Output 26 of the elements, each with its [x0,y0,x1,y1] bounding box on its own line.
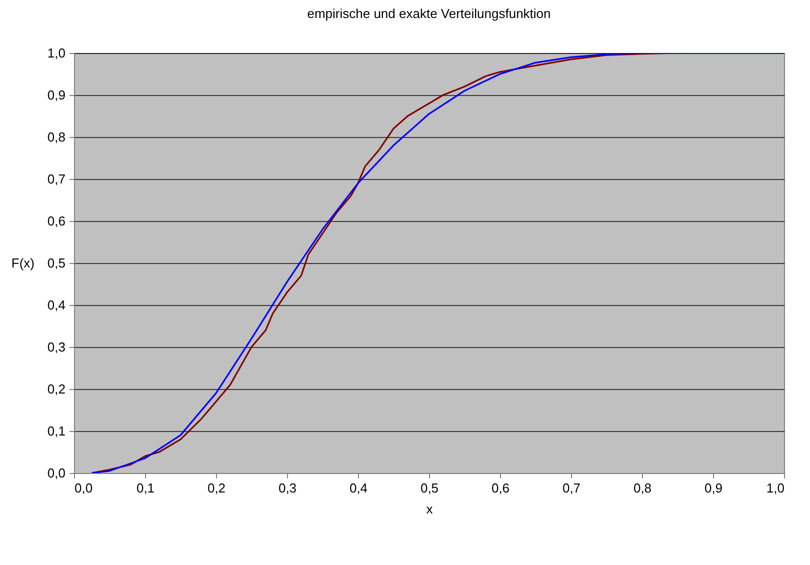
x-tick-label: 0,5 [420,480,439,496]
y-tick-label: 0,5 [47,256,66,270]
x-tick-label: 0,0 [74,480,93,496]
y-tick-label: 0,6 [47,214,66,228]
y-axis-title: F(x) [11,256,34,270]
x-tick-label: 0,9 [704,480,723,496]
chart-title: empirische und exakte Verteilungsfunktion [307,6,551,21]
x-tick-label: 1,0 [766,480,784,496]
line-series [90,53,784,473]
y-tick-label: 0,3 [47,340,66,354]
y-tick-label: 0,8 [47,130,66,144]
y-tick-label: 0,4 [47,298,66,312]
x-tick-label: 0,7 [562,480,581,496]
y-tick-label: 0,7 [47,172,66,186]
y-tick-label: 0,2 [47,382,66,396]
x-tick-label: 0,3 [278,480,297,496]
x-tick-label: 0,1 [136,480,155,496]
y-tick-label: 0,1 [47,424,66,438]
y-tick-label: 0,9 [47,88,66,102]
y-tick-label: 1,0 [47,46,66,60]
y-tick-label: 0,0 [47,466,66,480]
x-tick-label: 0,6 [491,480,510,496]
x-tick-label: 0,2 [207,480,226,496]
x-tick-label: 0,4 [349,480,368,496]
x-axis-title: x [426,502,434,516]
x-tick-label: 0,8 [633,480,652,496]
